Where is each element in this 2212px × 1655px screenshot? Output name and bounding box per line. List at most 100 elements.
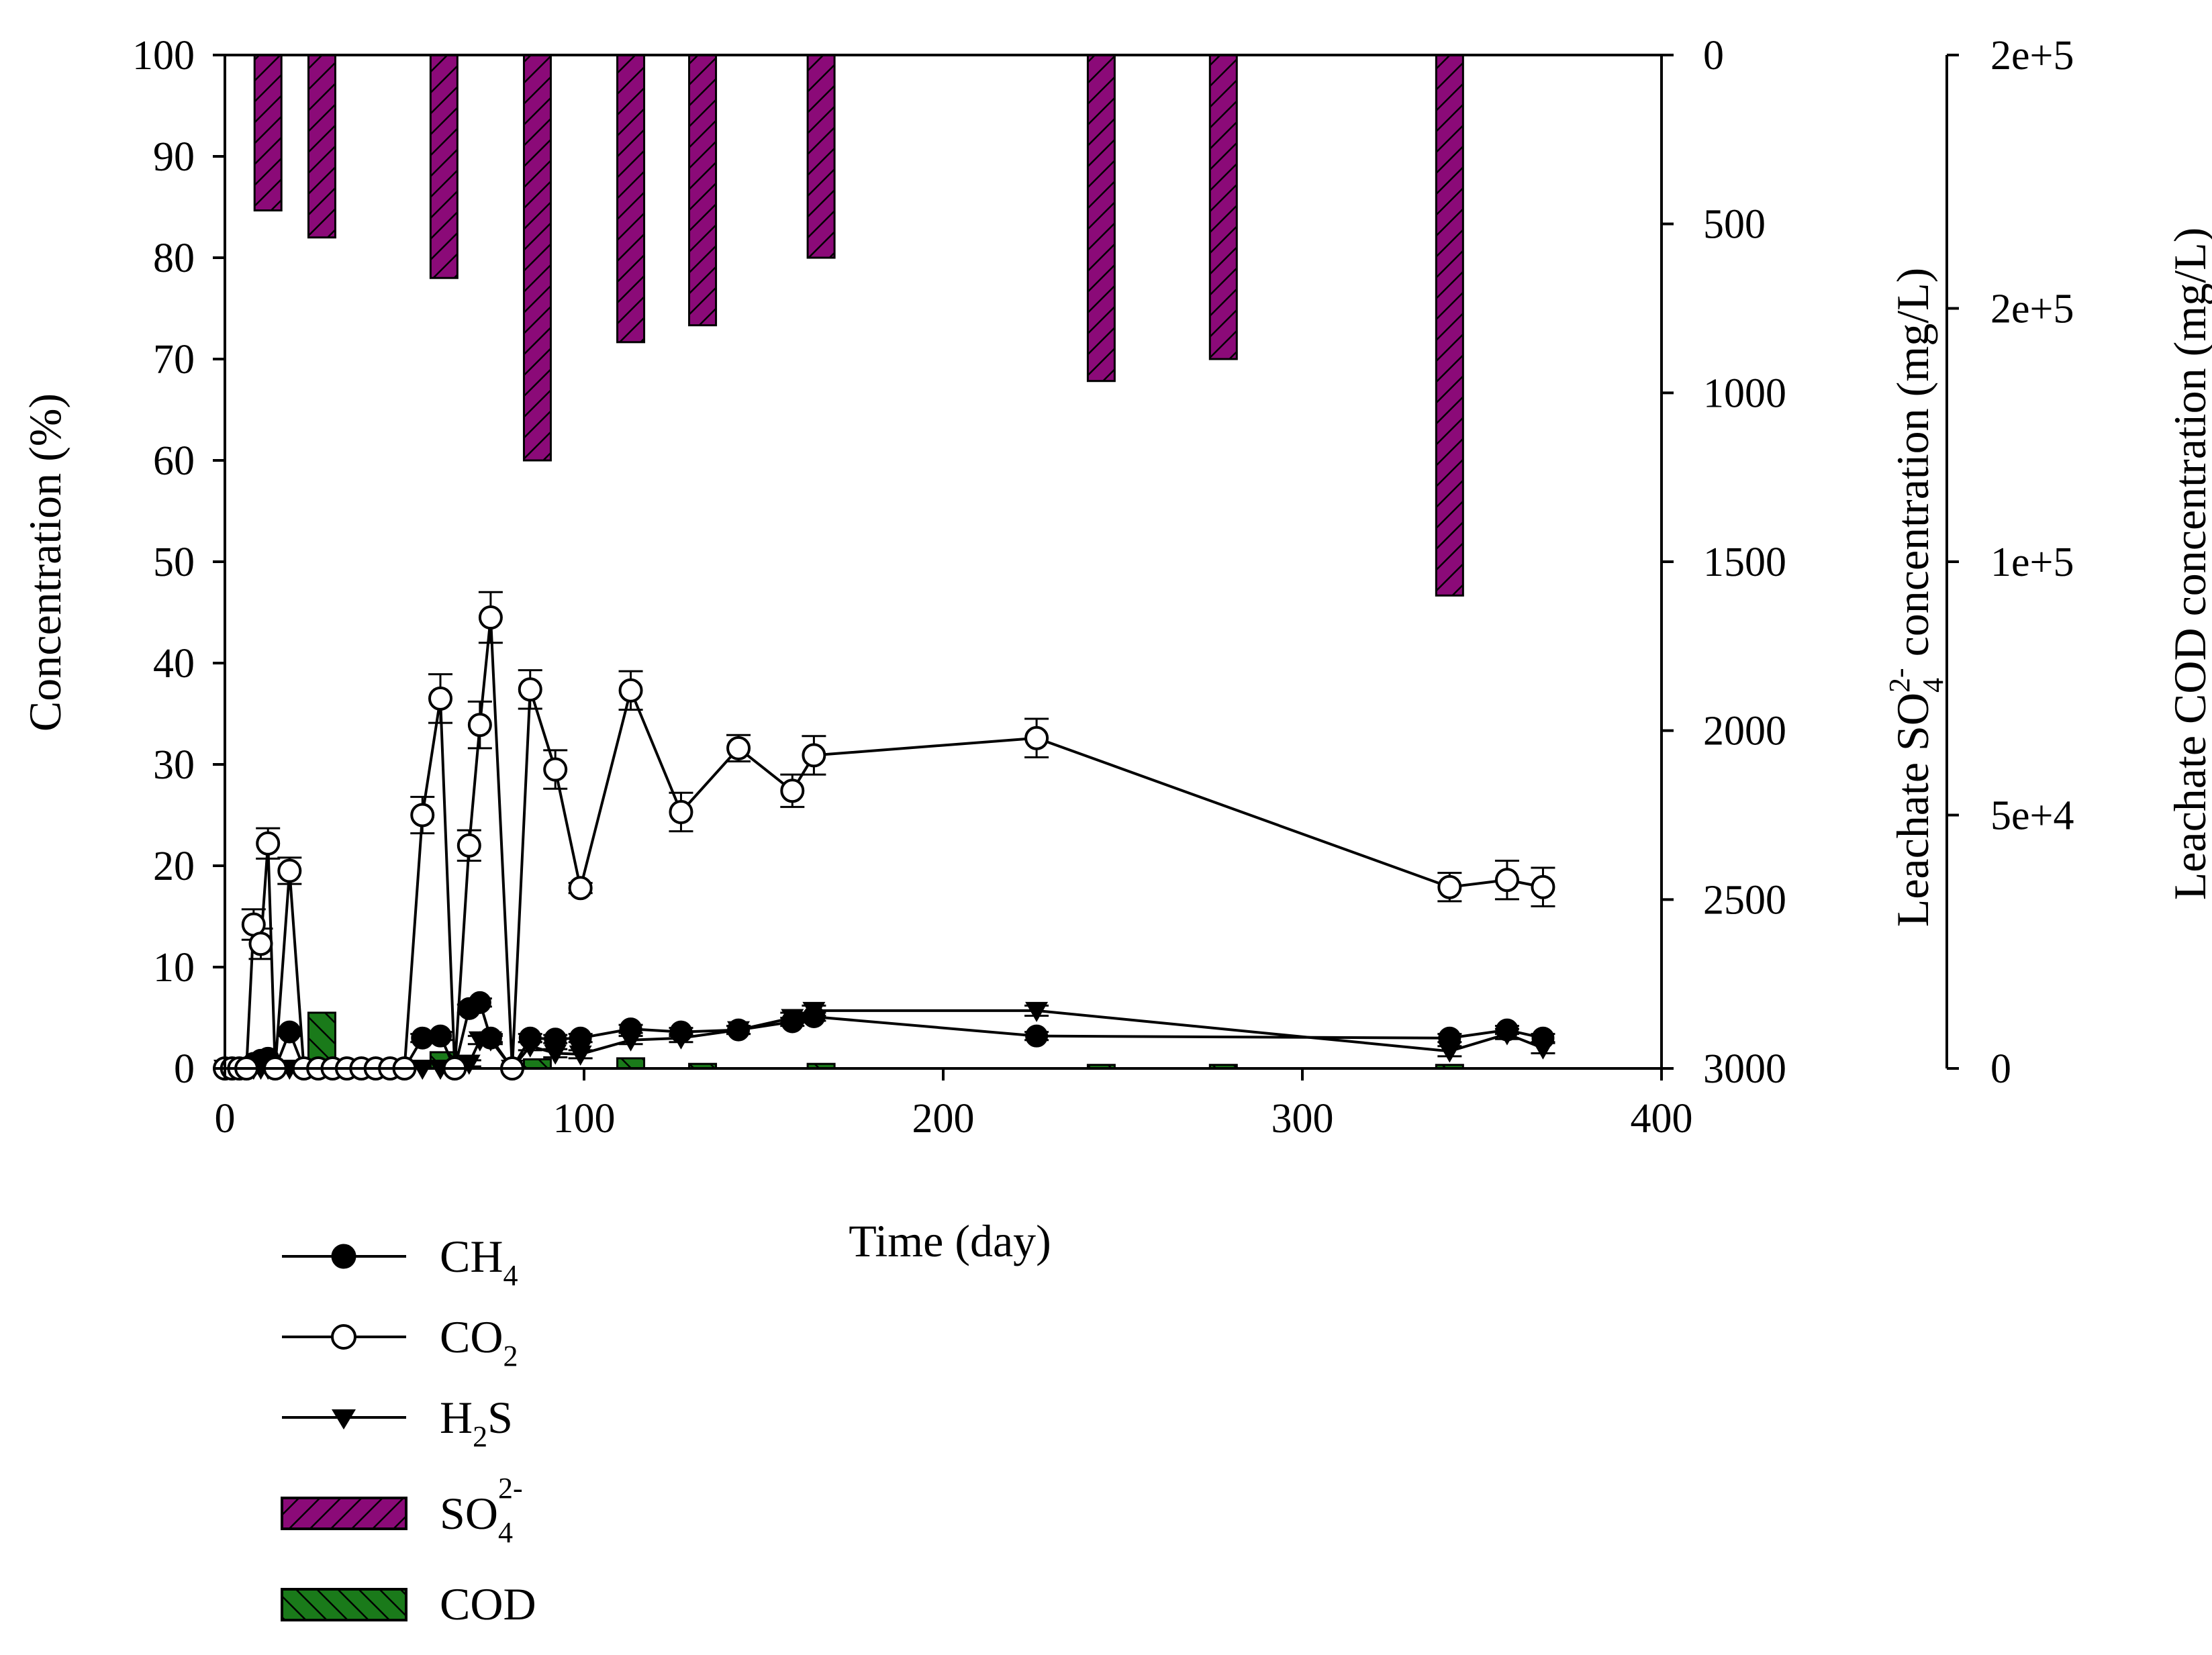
h2s-point [619, 1031, 642, 1052]
y-tick-label: 100 [132, 33, 195, 79]
co2-point [1494, 868, 1519, 893]
legend-h2s-label: H2S [440, 1392, 513, 1453]
y2-tick-label: 2000 [1703, 709, 1786, 754]
y2-title-pre: Leachate SO [1887, 693, 1938, 927]
y3-tick-label: 2e+5 [1990, 287, 2074, 332]
y3-tick-label: 1e+5 [1990, 540, 2074, 585]
h2s-point [479, 1031, 502, 1052]
co2-point [428, 686, 452, 711]
y-tick-label: 30 [153, 742, 195, 788]
co2-point [1024, 725, 1049, 750]
h2s-point [544, 1044, 567, 1065]
y2-tick-label: 1000 [1703, 370, 1786, 416]
co2-series-line [225, 617, 1543, 1070]
so4-bar [1086, 54, 1116, 383]
legend-co2-marker [331, 1324, 356, 1350]
h2s-point [457, 1054, 481, 1075]
x-tick-label: 300 [1271, 1096, 1334, 1142]
y-tick-label: 50 [153, 540, 195, 585]
y2-ticks: 0 500 1000 1500 2000 2500 3000 [1662, 33, 1786, 1092]
legend-item-so4: SO4 2- [281, 1472, 523, 1549]
legend-ch4-base: CH [440, 1231, 503, 1282]
so4-bar [522, 54, 552, 462]
legend-co2-label: CO2 [440, 1311, 518, 1372]
h2s-point [781, 1009, 804, 1030]
y2-title-post: concentration (mg/L) [1887, 268, 1938, 668]
ch4-point [468, 991, 491, 1014]
y2-tick-label: 500 [1703, 202, 1766, 248]
y-tick-label: 70 [153, 337, 195, 383]
so4-bar [616, 54, 646, 344]
y-tick-label: 90 [153, 134, 195, 180]
co2-point [518, 677, 542, 702]
legend-ch4-sub: 4 [503, 1259, 518, 1292]
so4-bar [307, 54, 336, 239]
y3-ticks: 0 5e+4 1e+5 2e+5 2e+5 [1947, 33, 2074, 1092]
legend-h2s-post: S [487, 1392, 513, 1443]
legend-so4-base: SO [440, 1488, 498, 1539]
co2-point [478, 605, 503, 630]
legend-h2s-marker [332, 1409, 356, 1430]
h2s-point [1495, 1025, 1519, 1046]
ch4-point [429, 1024, 452, 1048]
y2-tick-label: 3000 [1703, 1046, 1786, 1092]
y3-axis-title: Leachate COD concentration (mg/L) [2164, 228, 2212, 901]
legend-item-h2s: H2S [282, 1392, 513, 1453]
co2-point [467, 713, 492, 738]
h2s-point [1025, 1001, 1049, 1022]
y3-tick-label: 5e+4 [1990, 793, 2074, 839]
legend-item-ch4: CH4 [282, 1231, 518, 1292]
y-ticks: 0 10 20 30 40 50 60 70 80 90 100 [132, 33, 225, 1092]
co2-point [669, 799, 693, 824]
y-tick-label: 40 [153, 641, 195, 687]
co2-point [248, 932, 273, 956]
co2-point [410, 803, 435, 828]
x-tick-label: 400 [1631, 1096, 1693, 1142]
co2-point [277, 858, 302, 883]
x-ticks: 0 100 200 300 400 [215, 1068, 1693, 1142]
x-tick-label: 200 [912, 1096, 975, 1142]
h2s-point [802, 1001, 826, 1022]
legend-so4-swatch [281, 1497, 407, 1530]
h2s-point [727, 1021, 751, 1042]
legend-co2-base: CO [440, 1311, 503, 1362]
legend-cod-label: COD [440, 1578, 536, 1629]
y-tick-label: 80 [153, 236, 195, 281]
lines-layer [213, 591, 1555, 1081]
so4-bar [1208, 54, 1238, 360]
y2-title-sup: 2- [1883, 668, 1916, 693]
so4-bar [688, 54, 718, 327]
y3-tick-label: 0 [1990, 1046, 2011, 1092]
ch4-point [278, 1020, 301, 1044]
y2-tick-label: 1500 [1703, 540, 1786, 585]
legend-so4-label: SO4 2- [440, 1472, 523, 1549]
x-axis-title: Time (day) [849, 1215, 1051, 1266]
y-axis-title: Concentration (%) [19, 393, 70, 732]
co2-point [1437, 874, 1462, 899]
so4-bar [806, 54, 836, 259]
h2s-point [669, 1029, 693, 1050]
legend-item-co2: CO2 [282, 1311, 518, 1372]
ch4-point [1025, 1024, 1049, 1048]
so4-bar [253, 54, 283, 212]
legend-ch4-marker [331, 1244, 356, 1269]
co2-point [618, 678, 643, 703]
so4-bar [1435, 54, 1464, 597]
y-tick-label: 20 [153, 844, 195, 889]
co2-point [543, 757, 568, 782]
legend-cod-swatch [281, 1588, 407, 1621]
h2s-point [569, 1045, 592, 1066]
y-tick-label: 10 [153, 945, 195, 991]
y2-tick-label: 0 [1703, 33, 1724, 79]
co2-point [1531, 874, 1555, 899]
h2s-point [1531, 1039, 1555, 1060]
x-tick-label: 0 [215, 1096, 236, 1142]
co2-point [726, 736, 751, 760]
legend-h2s-sub: 2 [473, 1420, 487, 1453]
x-tick-label: 100 [553, 1096, 616, 1142]
bars-layer [224, 54, 1464, 1070]
y3-tick-label: 2e+5 [1990, 33, 2074, 79]
co2-point [780, 779, 805, 803]
